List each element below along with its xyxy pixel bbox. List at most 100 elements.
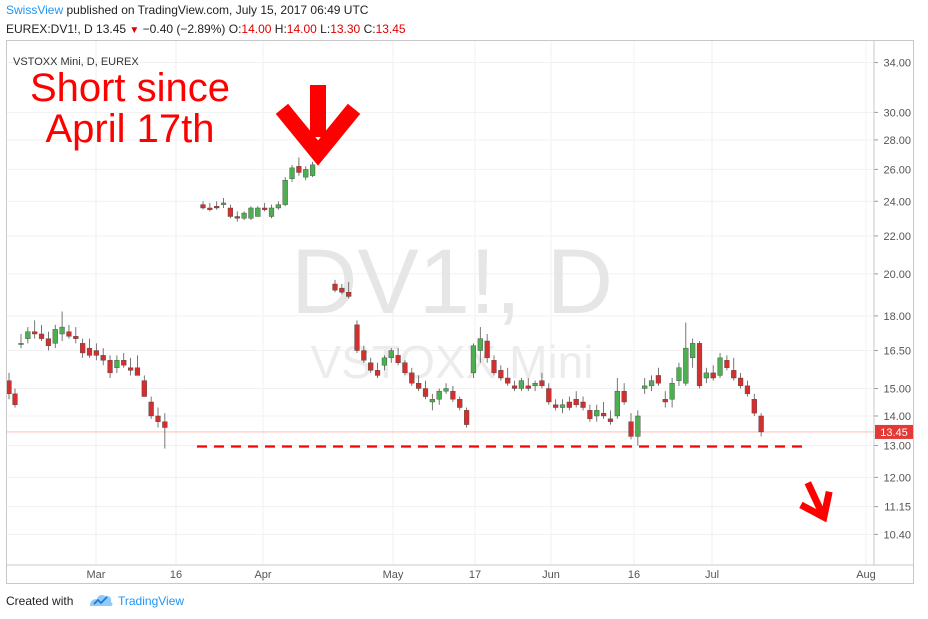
candle-body: [18, 343, 24, 345]
candle-body: [332, 283, 338, 291]
y-tick-label: 15.00: [883, 383, 911, 395]
candle-body: [25, 331, 31, 339]
candle-body: [127, 367, 134, 371]
candle-body: [573, 399, 579, 405]
small-down-arrow-icon: [799, 481, 833, 523]
x-tick-label: May: [383, 569, 404, 581]
high-value: 14.00: [286, 22, 317, 36]
candle-body: [220, 202, 227, 205]
x-tick-label: 16: [628, 569, 640, 581]
y-tick-label: 14.00: [883, 411, 911, 423]
y-tick-label: 34.00: [883, 58, 911, 70]
candle-body: [207, 207, 213, 210]
x-tick-label: Jul: [705, 569, 719, 581]
candle-body: [491, 360, 497, 374]
candle-body: [635, 415, 641, 437]
candle-body: [532, 383, 538, 387]
candle-body: [248, 207, 254, 219]
chart-title: VSTOXX Mini, D, EUREX: [13, 56, 139, 68]
candle-body: [648, 380, 655, 387]
y-tick-label: 12.00: [883, 472, 911, 484]
candle-body: [262, 207, 268, 210]
y-tick-label: 18.00: [883, 311, 911, 323]
author-link[interactable]: SwissView: [6, 3, 64, 17]
annotation-line-1: Short since: [30, 66, 230, 110]
candle-body: [457, 399, 463, 408]
footer: Created with TradingView: [0, 584, 928, 619]
candle-body: [484, 340, 490, 359]
candle-body: [429, 399, 435, 403]
last-price-badge-label: 13.45: [880, 427, 908, 439]
candle-body: [86, 347, 93, 356]
y-tick-label: 11.15: [884, 502, 911, 514]
candle-body: [402, 362, 408, 374]
candle-body: [724, 360, 730, 368]
watermark-name: VSTOXX Mini: [311, 336, 594, 388]
published-text: published on TradingView.com, July 15, 2…: [66, 3, 369, 17]
candle-body: [227, 207, 234, 217]
candle-body: [518, 380, 525, 389]
candle-body: [374, 370, 381, 376]
x-tick-label: Jun: [542, 569, 560, 581]
candle-body: [738, 377, 744, 387]
candle-body: [614, 390, 620, 417]
candle-body: [669, 383, 675, 400]
chart-panel[interactable]: DV1!, D VSTOXX Mini VSTOXX Mini, D, EURE…: [6, 40, 914, 584]
candle-body: [107, 360, 113, 374]
y-tick-label: 16.50: [883, 346, 911, 358]
down-triangle-icon: ▼: [129, 25, 140, 36]
y-tick-label: 24.00: [883, 196, 911, 208]
candle-body: [234, 216, 240, 219]
candle-body: [275, 204, 281, 209]
candle-body: [731, 370, 737, 379]
candle-body: [436, 390, 442, 400]
symbol-name: EUREX:DV1!, D: [6, 22, 93, 36]
x-tick-label: Aug: [856, 569, 876, 581]
y-tick-label: 28.00: [883, 135, 911, 147]
publish-info: SwissView published on TradingView.com, …: [6, 3, 368, 17]
axes: Mar 16 Apr May 17 Jun 16 Jul Aug 34.00 30.00 28.00 2…: [7, 41, 913, 581]
close-value: 13.45: [375, 22, 406, 36]
y-tick-label: 26.00: [883, 164, 911, 176]
y-tick-label: 20.00: [883, 269, 911, 281]
candle-body: [703, 372, 709, 379]
candle-body: [744, 385, 751, 395]
candle-body: [73, 336, 79, 339]
candle-body: [505, 377, 511, 384]
candle-body: [655, 375, 662, 384]
candle-body: [642, 385, 648, 389]
candle-body: [162, 421, 168, 428]
candle-body: [662, 399, 668, 403]
candle-body: [346, 292, 352, 297]
candle-body: [388, 350, 394, 359]
price-chart[interactable]: DV1!, D VSTOXX Mini VSTOXX Mini, D, EURE…: [7, 41, 913, 583]
candle-body: [282, 180, 288, 205]
candle-body: [621, 390, 627, 403]
candle-body: [450, 390, 456, 400]
created-with-text: Created with: [6, 594, 74, 608]
candle-body: [59, 326, 65, 335]
candle-body: [409, 372, 415, 384]
candle-body: [477, 338, 483, 351]
high-label: H:: [274, 22, 287, 36]
candle-body: [580, 401, 586, 408]
tradingview-logo-icon[interactable]: [88, 592, 114, 608]
close-label: C:: [363, 22, 376, 36]
low-label: L:: [320, 22, 331, 36]
candle-body: [464, 410, 470, 425]
candle-body: [255, 207, 261, 217]
low-value: 13.30: [330, 22, 361, 36]
candle-body: [758, 415, 764, 433]
candle-body: [498, 370, 504, 379]
candle-body: [141, 380, 147, 397]
y-tick-label: 30.00: [883, 107, 911, 119]
candle-body: [368, 362, 374, 371]
candle-body: [628, 421, 634, 437]
candle-body: [710, 372, 716, 379]
last-price-badge-bg: [875, 424, 913, 439]
tradingview-brand-link[interactable]: TradingView: [118, 594, 185, 608]
candle-body: [683, 347, 689, 384]
candle-body: [566, 401, 572, 408]
y-tick-label: 13.00: [883, 440, 911, 452]
x-tick-label: 17: [469, 569, 481, 581]
